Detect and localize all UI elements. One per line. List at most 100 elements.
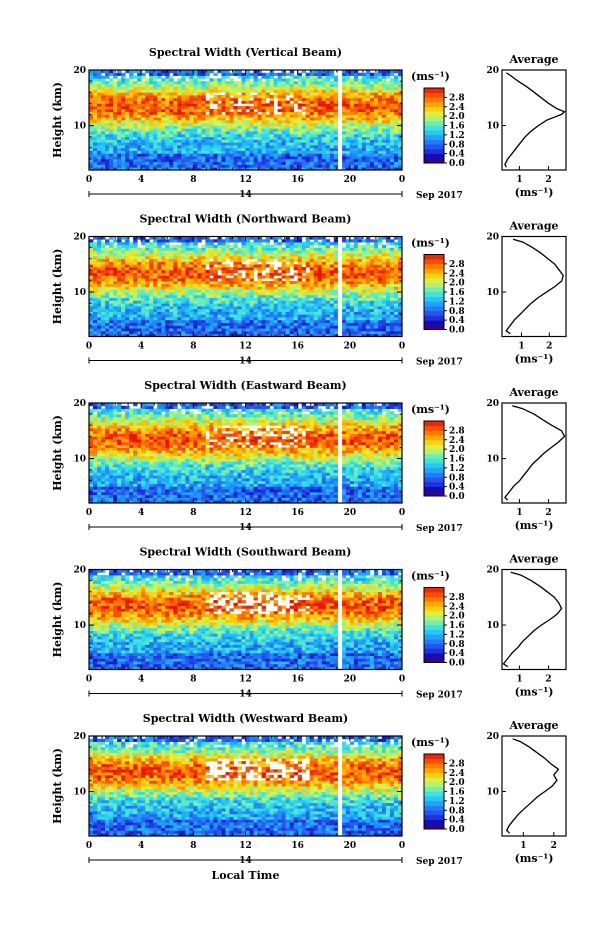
heatmap-cell bbox=[322, 81, 326, 84]
heatmap-cell bbox=[173, 262, 177, 265]
heatmap-cell bbox=[101, 267, 105, 270]
heatmap-cell bbox=[314, 289, 318, 292]
heatmap-cell bbox=[137, 84, 141, 87]
heatmap-cell bbox=[213, 306, 217, 309]
heatmap-cell bbox=[382, 120, 386, 123]
heatmap-cell bbox=[201, 256, 205, 259]
heatmap-cell bbox=[105, 248, 109, 251]
heatmap-cell bbox=[306, 131, 310, 134]
heatmap-cell bbox=[374, 78, 378, 81]
heatmap-cell bbox=[141, 287, 145, 290]
heatmap-cell bbox=[266, 292, 270, 295]
heatmap-cell bbox=[145, 142, 149, 145]
heatmap-cell bbox=[290, 284, 294, 287]
heatmap-cell bbox=[394, 109, 398, 112]
heatmap-cell bbox=[362, 95, 366, 98]
heatmap-cell bbox=[153, 273, 157, 276]
heatmap-cell bbox=[113, 137, 117, 140]
heatmap-cell bbox=[250, 81, 254, 84]
heatmap-cell bbox=[109, 134, 113, 137]
heatmap-cell bbox=[258, 145, 262, 148]
heatmap-cell bbox=[334, 95, 338, 98]
heatmap-cell bbox=[169, 162, 173, 165]
heatmap-cell bbox=[181, 303, 185, 306]
heatmap-cell bbox=[161, 164, 165, 167]
heatmap-cell bbox=[177, 92, 181, 95]
heatmap-cell bbox=[125, 156, 129, 159]
heatmap-cell bbox=[314, 325, 318, 328]
heatmap-cell bbox=[282, 300, 286, 303]
heatmap-cell bbox=[117, 331, 121, 334]
heatmap-cell bbox=[181, 106, 185, 109]
heatmap-cell bbox=[141, 156, 145, 159]
heatmap-cell bbox=[229, 137, 233, 140]
heatmap-cell bbox=[233, 292, 237, 295]
heatmap-cell bbox=[221, 278, 225, 281]
heatmap-cell bbox=[105, 317, 109, 320]
heatmap-cell bbox=[330, 101, 334, 104]
heatmap-cell bbox=[181, 120, 185, 123]
heatmap-cell bbox=[201, 106, 205, 109]
heatmap-cell bbox=[189, 101, 193, 104]
heatmap-cell bbox=[330, 153, 334, 156]
heatmap-cell bbox=[149, 245, 153, 248]
heatmap-cell bbox=[241, 78, 245, 81]
heatmap-cell bbox=[193, 250, 197, 253]
heatmap-cell bbox=[298, 300, 302, 303]
heatmap-cell bbox=[286, 298, 290, 301]
heatmap-cell bbox=[205, 81, 209, 84]
heatmap-cell bbox=[133, 153, 137, 156]
heatmap-cell bbox=[153, 259, 157, 262]
heatmap-cell bbox=[278, 101, 282, 104]
heatmap-cell bbox=[237, 137, 241, 140]
heatmap-cell bbox=[241, 325, 245, 328]
heatmap-cell bbox=[121, 292, 125, 295]
heatmap-cell bbox=[282, 142, 286, 145]
heatmap-cell bbox=[254, 314, 258, 317]
heatmap-cell bbox=[274, 323, 278, 326]
heatmap-cell bbox=[201, 245, 205, 248]
heatmap-cell bbox=[282, 253, 286, 256]
heatmap-cell bbox=[89, 284, 93, 287]
heatmap-cell bbox=[157, 298, 161, 301]
heatmap-cell bbox=[302, 84, 306, 87]
heatmap-cell bbox=[310, 253, 314, 256]
heatmap-cell bbox=[266, 245, 270, 248]
heatmap-cell bbox=[286, 289, 290, 292]
heatmap-cell bbox=[113, 300, 117, 303]
heatmap-cell bbox=[113, 123, 117, 126]
heatmap-cell bbox=[270, 151, 274, 154]
heatmap-cell bbox=[270, 112, 274, 115]
heatmap-cell bbox=[161, 242, 165, 245]
heatmap-cell bbox=[262, 156, 266, 159]
heatmap-cell bbox=[181, 103, 185, 106]
heatmap-cell bbox=[318, 242, 322, 245]
x-tick-label: 8 bbox=[190, 175, 196, 185]
heatmap-cell bbox=[294, 323, 298, 326]
heatmap-cell bbox=[177, 273, 181, 276]
heatmap-cell bbox=[153, 73, 157, 76]
heatmap-cell bbox=[145, 84, 149, 87]
heatmap-cell bbox=[181, 156, 185, 159]
heatmap-cell bbox=[153, 267, 157, 270]
heatmap-cell bbox=[270, 298, 274, 301]
heatmap-cell bbox=[314, 109, 318, 112]
heatmap-cell bbox=[197, 76, 201, 79]
heatmap-cell bbox=[205, 109, 209, 112]
heatmap-cell bbox=[306, 126, 310, 129]
heatmap-cell bbox=[254, 148, 258, 151]
heatmap-cell bbox=[306, 292, 310, 295]
heatmap-cell bbox=[161, 73, 165, 76]
heatmap-cell bbox=[322, 114, 326, 117]
heatmap-cell bbox=[113, 323, 117, 326]
heatmap-cell bbox=[241, 328, 245, 331]
heatmap-cell bbox=[209, 270, 213, 273]
heatmap-cell bbox=[165, 78, 169, 81]
heatmap-cell bbox=[213, 309, 217, 312]
heatmap-cell bbox=[270, 281, 274, 284]
heatmap-cell bbox=[121, 142, 125, 145]
heatmap-cell bbox=[294, 306, 298, 309]
heatmap-cell bbox=[362, 76, 366, 79]
heatmap-cell bbox=[302, 312, 306, 315]
heatmap-cell bbox=[217, 317, 221, 320]
